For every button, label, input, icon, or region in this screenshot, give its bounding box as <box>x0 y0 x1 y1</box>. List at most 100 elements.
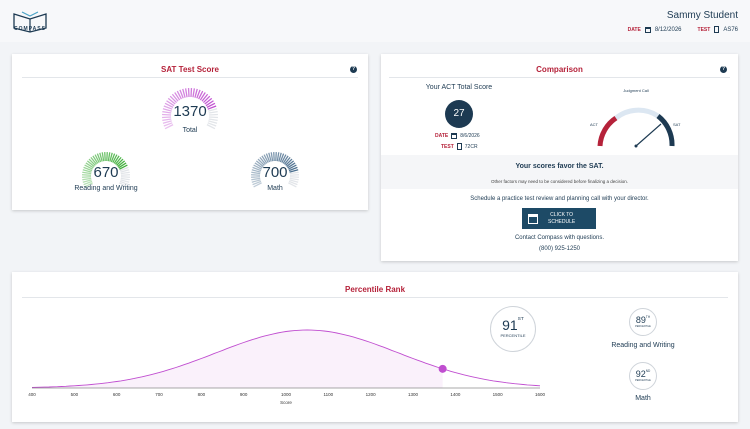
gauge-tick <box>207 122 217 127</box>
gauge-tick <box>261 155 268 164</box>
sat-card-title: SAT Test Score <box>161 65 219 74</box>
gauge-tick <box>289 171 299 175</box>
gauge-tick <box>119 180 129 186</box>
gauge-tick <box>109 152 113 162</box>
gauge-tick <box>201 93 209 102</box>
gauge-tick <box>252 180 262 186</box>
gauge-tick <box>112 154 118 163</box>
x-tick-label: 600 <box>113 392 121 397</box>
gauge-tick <box>251 169 261 173</box>
gauge-tick <box>202 95 211 104</box>
gauge-tick <box>162 110 172 114</box>
date-value: 8/12/2026 <box>654 26 682 33</box>
app-header: COMPASS Sammy Student DATE 8/12/2026 TES… <box>0 0 750 42</box>
math-percentile-value: 92 <box>635 369 646 379</box>
x-tick-label: 800 <box>198 392 206 397</box>
gauge-tick <box>252 166 262 172</box>
gauge-tick <box>88 158 96 166</box>
reading-percentile-suffix: TH <box>645 315 651 319</box>
gauge-tick <box>166 100 175 107</box>
gauge-tick <box>176 90 182 100</box>
gauge-tick <box>285 158 293 166</box>
math-percentile-label: Math <box>635 395 651 402</box>
gauge-tick <box>84 164 93 170</box>
gauge-tick <box>253 164 262 170</box>
gauge-tick <box>120 177 130 181</box>
act-test-row: TEST 72CR <box>441 143 478 150</box>
gauge-tick <box>253 182 262 188</box>
date-label: DATE <box>627 26 641 33</box>
act-score-badge: 27 <box>445 100 473 128</box>
gauge-tick <box>82 171 92 175</box>
x-tick-label: 1000 <box>281 392 292 397</box>
gauge-tick <box>83 180 93 186</box>
total-gauge <box>162 88 218 130</box>
gauge-tick <box>82 177 92 181</box>
gauge-tick <box>208 108 218 112</box>
gauge-tick <box>82 179 92 183</box>
x-tick-label: 700 <box>155 392 163 397</box>
gauge-tick <box>251 171 261 175</box>
percentile-title: Percentile Rank <box>344 285 406 294</box>
gauge-tick <box>113 155 120 164</box>
gauge-tick <box>279 153 285 163</box>
document-icon <box>456 143 462 150</box>
gauge-tick <box>287 162 296 169</box>
reading-score: 670 <box>93 164 119 181</box>
gauge-tick <box>288 164 297 170</box>
gauge-tick <box>119 166 129 172</box>
gauge-tick <box>278 152 282 162</box>
gauge-tick <box>268 152 272 162</box>
gauge-needle <box>635 123 662 147</box>
gauge-tick <box>265 153 271 163</box>
score-marker <box>438 364 447 373</box>
gauge-tick <box>162 118 172 122</box>
gauge-tick <box>206 102 216 108</box>
math-percentile-suffix: ND <box>645 369 651 373</box>
x-tick-label: 400 <box>28 392 36 397</box>
reading-percentile-label: Reading and Writing <box>611 342 675 349</box>
gauge-tick <box>90 156 98 165</box>
button-line-1: CLICK TO <box>550 211 574 218</box>
gauge-tick <box>196 89 201 99</box>
x-tick-label: 1600 <box>535 392 546 397</box>
sat-gauges <box>81 88 300 188</box>
act-test-value: 72CR <box>464 143 478 150</box>
x-tick-label: 1100 <box>323 392 333 397</box>
brand-name: COMPASS <box>14 26 46 32</box>
help-icon[interactable]: ? <box>720 66 727 73</box>
gauge-tick <box>199 92 206 101</box>
gauge-tick <box>92 155 99 164</box>
gauge-tick <box>282 155 289 164</box>
act-test-label: TEST <box>441 143 454 150</box>
math-gauge <box>250 151 300 188</box>
help-icon[interactable]: ? <box>350 66 357 73</box>
gauge-tick <box>117 160 126 168</box>
reading-gauge <box>81 151 131 188</box>
gauge-top-label: Judgment Call <box>623 88 649 93</box>
total-percentile-label: PERCENTILE <box>500 333 526 338</box>
gauge-tick <box>289 179 299 183</box>
calendar-icon <box>644 26 651 33</box>
test-value: AS76 <box>723 26 738 33</box>
gauge-tick <box>208 118 218 122</box>
gauge-tick <box>169 95 178 104</box>
x-tick-label: 1400 <box>450 392 461 397</box>
gauge-tick <box>171 93 179 102</box>
gauge-tick <box>270 152 274 162</box>
gauge-tick <box>206 124 216 130</box>
gauge-tick <box>194 88 198 98</box>
schedule-button[interactable]: CLICK TO SCHEDULE <box>522 208 596 229</box>
gauge-tick <box>198 90 204 100</box>
gauge-tick <box>119 164 128 170</box>
gauge-tick <box>96 153 102 163</box>
gauge-tick <box>116 158 124 166</box>
gauge-tick <box>205 100 214 107</box>
x-tick-label: 1200 <box>366 392 377 397</box>
reading-label: Reading and Writing <box>74 185 138 192</box>
gauge-tick <box>114 156 122 165</box>
gauge-tick <box>286 160 295 168</box>
favor-text: Your scores favor the SAT. <box>515 163 604 170</box>
gauge-tick <box>94 154 100 163</box>
gauge-tick <box>164 124 174 130</box>
